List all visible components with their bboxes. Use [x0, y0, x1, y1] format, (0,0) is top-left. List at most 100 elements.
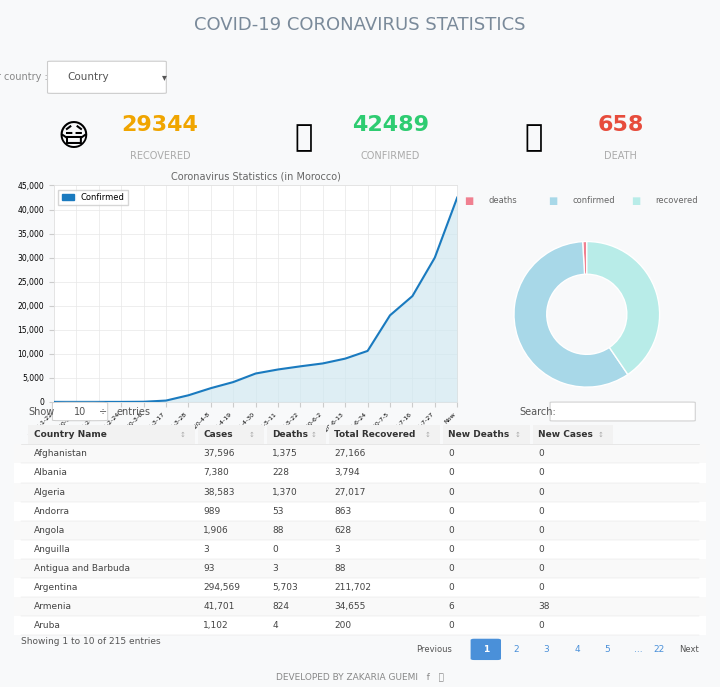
Wedge shape [514, 242, 628, 387]
Text: 0: 0 [449, 564, 454, 573]
Text: 4: 4 [575, 645, 580, 654]
Text: 0: 0 [539, 506, 544, 516]
Text: 😷: 😷 [58, 123, 89, 152]
Text: 6: 6 [449, 602, 454, 611]
Text: 0: 0 [539, 469, 544, 477]
Text: ↕: ↕ [515, 432, 521, 438]
FancyBboxPatch shape [14, 521, 706, 540]
Title: Coronavirus Statistics (in Morocco): Coronavirus Statistics (in Morocco) [171, 172, 341, 182]
FancyBboxPatch shape [14, 578, 706, 597]
Text: 🪶: 🪶 [525, 123, 543, 152]
Text: 88: 88 [272, 526, 284, 534]
Text: CONFIRMED: CONFIRMED [361, 152, 420, 161]
Text: 0: 0 [449, 488, 454, 497]
Text: 10: 10 [74, 407, 86, 416]
Text: Anguilla: Anguilla [34, 545, 71, 554]
Text: 0: 0 [539, 564, 544, 573]
Wedge shape [587, 241, 660, 374]
Text: 0: 0 [539, 621, 544, 630]
Text: 27,166: 27,166 [334, 449, 366, 458]
Wedge shape [582, 241, 587, 274]
Text: Show: Show [28, 407, 55, 416]
Text: DEVELOPED BY ZAKARIA GUEMI   f   📷: DEVELOPED BY ZAKARIA GUEMI f 📷 [276, 672, 444, 682]
Legend: Confirmed: Confirmed [58, 190, 128, 205]
Text: 211,702: 211,702 [334, 583, 372, 592]
Text: Antigua and Barbuda: Antigua and Barbuda [34, 564, 130, 573]
Text: Search:: Search: [519, 407, 556, 416]
Text: entries: entries [116, 407, 150, 416]
Text: 88: 88 [334, 564, 346, 573]
FancyBboxPatch shape [266, 425, 326, 444]
Text: Country Name: Country Name [34, 430, 107, 440]
Text: 200: 200 [334, 621, 351, 630]
Text: Argentina: Argentina [34, 583, 78, 592]
FancyBboxPatch shape [550, 402, 696, 421]
FancyBboxPatch shape [443, 425, 530, 444]
FancyBboxPatch shape [14, 540, 706, 559]
Text: recovered: recovered [655, 196, 698, 205]
Text: 0: 0 [449, 526, 454, 534]
Text: ↕: ↕ [311, 432, 317, 438]
Text: 5,703: 5,703 [272, 583, 298, 592]
FancyBboxPatch shape [197, 425, 264, 444]
Text: confirmed: confirmed [572, 196, 615, 205]
FancyBboxPatch shape [28, 425, 195, 444]
Text: ▾: ▾ [163, 72, 167, 82]
Text: ...: ... [634, 645, 642, 654]
Text: 294,569: 294,569 [203, 583, 240, 592]
Text: Cases: Cases [203, 430, 233, 440]
Text: 0: 0 [449, 621, 454, 630]
Text: ↕: ↕ [179, 432, 185, 438]
Text: 3: 3 [272, 564, 278, 573]
Text: 0: 0 [539, 545, 544, 554]
Text: 3: 3 [334, 545, 340, 554]
Text: ↕: ↕ [425, 432, 431, 438]
FancyBboxPatch shape [14, 444, 706, 464]
Text: New Cases: New Cases [539, 430, 593, 440]
Text: ■: ■ [631, 196, 640, 206]
FancyBboxPatch shape [14, 616, 706, 635]
FancyBboxPatch shape [471, 639, 501, 660]
FancyBboxPatch shape [14, 482, 706, 502]
Text: 0: 0 [449, 545, 454, 554]
Text: 0: 0 [539, 526, 544, 534]
FancyBboxPatch shape [14, 464, 706, 482]
Text: Choose your country :: Choose your country : [0, 72, 48, 82]
Text: DEATH: DEATH [604, 152, 637, 161]
Text: Next: Next [679, 645, 699, 654]
Text: 5: 5 [605, 645, 611, 654]
Text: Country: Country [68, 72, 109, 82]
Text: ↕: ↕ [598, 432, 603, 438]
Text: 22: 22 [653, 645, 665, 654]
Text: 0: 0 [539, 583, 544, 592]
Text: Showing 1 to 10 of 215 entries: Showing 1 to 10 of 215 entries [22, 638, 161, 646]
Text: 0: 0 [539, 449, 544, 458]
Text: Total Recovered: Total Recovered [334, 430, 416, 440]
Text: Algeria: Algeria [34, 488, 66, 497]
Text: 658: 658 [598, 115, 644, 135]
Text: Angola: Angola [34, 526, 65, 534]
Text: Armenia: Armenia [34, 602, 72, 611]
Text: 1,375: 1,375 [272, 449, 298, 458]
Text: 1,906: 1,906 [203, 526, 229, 534]
Text: Albania: Albania [34, 469, 68, 477]
FancyBboxPatch shape [14, 559, 706, 578]
Text: 3: 3 [203, 545, 209, 554]
Text: ↕: ↕ [248, 432, 254, 438]
Text: Andorra: Andorra [34, 506, 70, 516]
Text: 1,102: 1,102 [203, 621, 229, 630]
Text: 0: 0 [449, 506, 454, 516]
Text: 628: 628 [334, 526, 351, 534]
Text: 93: 93 [203, 564, 215, 573]
Text: 🤒: 🤒 [294, 123, 312, 152]
Text: 34,655: 34,655 [334, 602, 366, 611]
Text: 1,370: 1,370 [272, 488, 298, 497]
Text: 2: 2 [513, 645, 519, 654]
Text: 228: 228 [272, 469, 289, 477]
FancyBboxPatch shape [533, 425, 613, 444]
Text: 29344: 29344 [122, 115, 198, 135]
FancyBboxPatch shape [14, 597, 706, 616]
FancyBboxPatch shape [53, 403, 108, 420]
FancyBboxPatch shape [14, 502, 706, 521]
Text: 863: 863 [334, 506, 351, 516]
